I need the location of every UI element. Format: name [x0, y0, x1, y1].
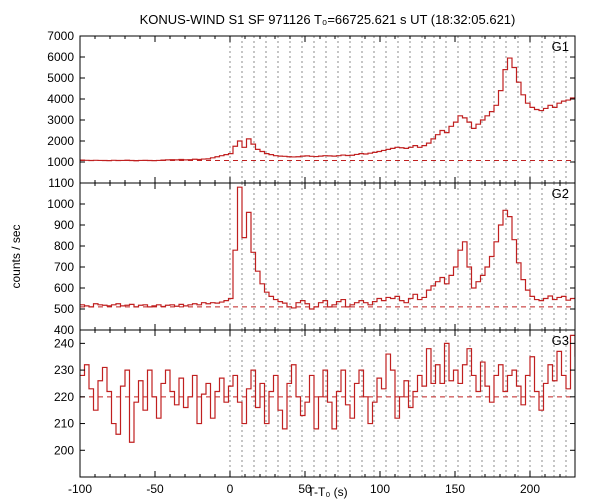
ytick-label: 800: [54, 239, 74, 253]
ytick-label: 500: [54, 302, 74, 316]
ytick-label: 3000: [47, 113, 74, 127]
xtick-label: -100: [68, 482, 92, 496]
ytick-label: 1000: [47, 197, 74, 211]
ytick-label: 700: [54, 260, 74, 274]
chart-svg: KONUS-WIND S1 SF 971126 T₀=66725.621 s U…: [0, 0, 600, 500]
ytick-label: 2000: [47, 134, 74, 148]
ytick-label: 4000: [47, 92, 74, 106]
ytick-label: 5000: [47, 71, 74, 85]
ytick-label: 900: [54, 218, 74, 232]
chart-container: KONUS-WIND S1 SF 971126 T₀=66725.621 s U…: [0, 0, 600, 500]
ytick-label: 1000: [47, 155, 74, 169]
ytick-label: 220: [54, 390, 74, 404]
xtick-label: 100: [370, 482, 390, 496]
panel-border: [80, 183, 575, 330]
ytick-label: 230: [54, 363, 74, 377]
xtick-label: 150: [445, 482, 465, 496]
panel-G1: [80, 36, 575, 183]
y-axis-label: counts / sec: [9, 224, 23, 288]
data-curve: [80, 335, 575, 442]
panel-G2: [80, 183, 575, 330]
xtick-label: 0: [227, 482, 234, 496]
panel-label: G3: [552, 333, 569, 348]
data-curve: [80, 58, 575, 161]
ytick-label: 210: [54, 417, 74, 431]
ytick-label: 240: [54, 336, 74, 350]
ytick-label: 600: [54, 281, 74, 295]
panel-label: G1: [552, 39, 569, 54]
x-axis-label: T-T₀ (s): [307, 485, 347, 499]
ytick-label: 1100: [48, 176, 74, 190]
ytick-label: 7000: [47, 29, 74, 43]
panel-G3: [80, 330, 575, 477]
xtick-label: -50: [146, 482, 164, 496]
data-curve: [80, 187, 575, 309]
ytick-label: 200: [54, 443, 74, 457]
ytick-label: 6000: [47, 50, 74, 64]
chart-title: KONUS-WIND S1 SF 971126 T₀=66725.621 s U…: [140, 12, 516, 27]
xtick-label: 200: [520, 482, 540, 496]
panel-border: [80, 330, 575, 477]
ytick-label: 400: [54, 323, 74, 337]
panel-label: G2: [552, 186, 569, 201]
